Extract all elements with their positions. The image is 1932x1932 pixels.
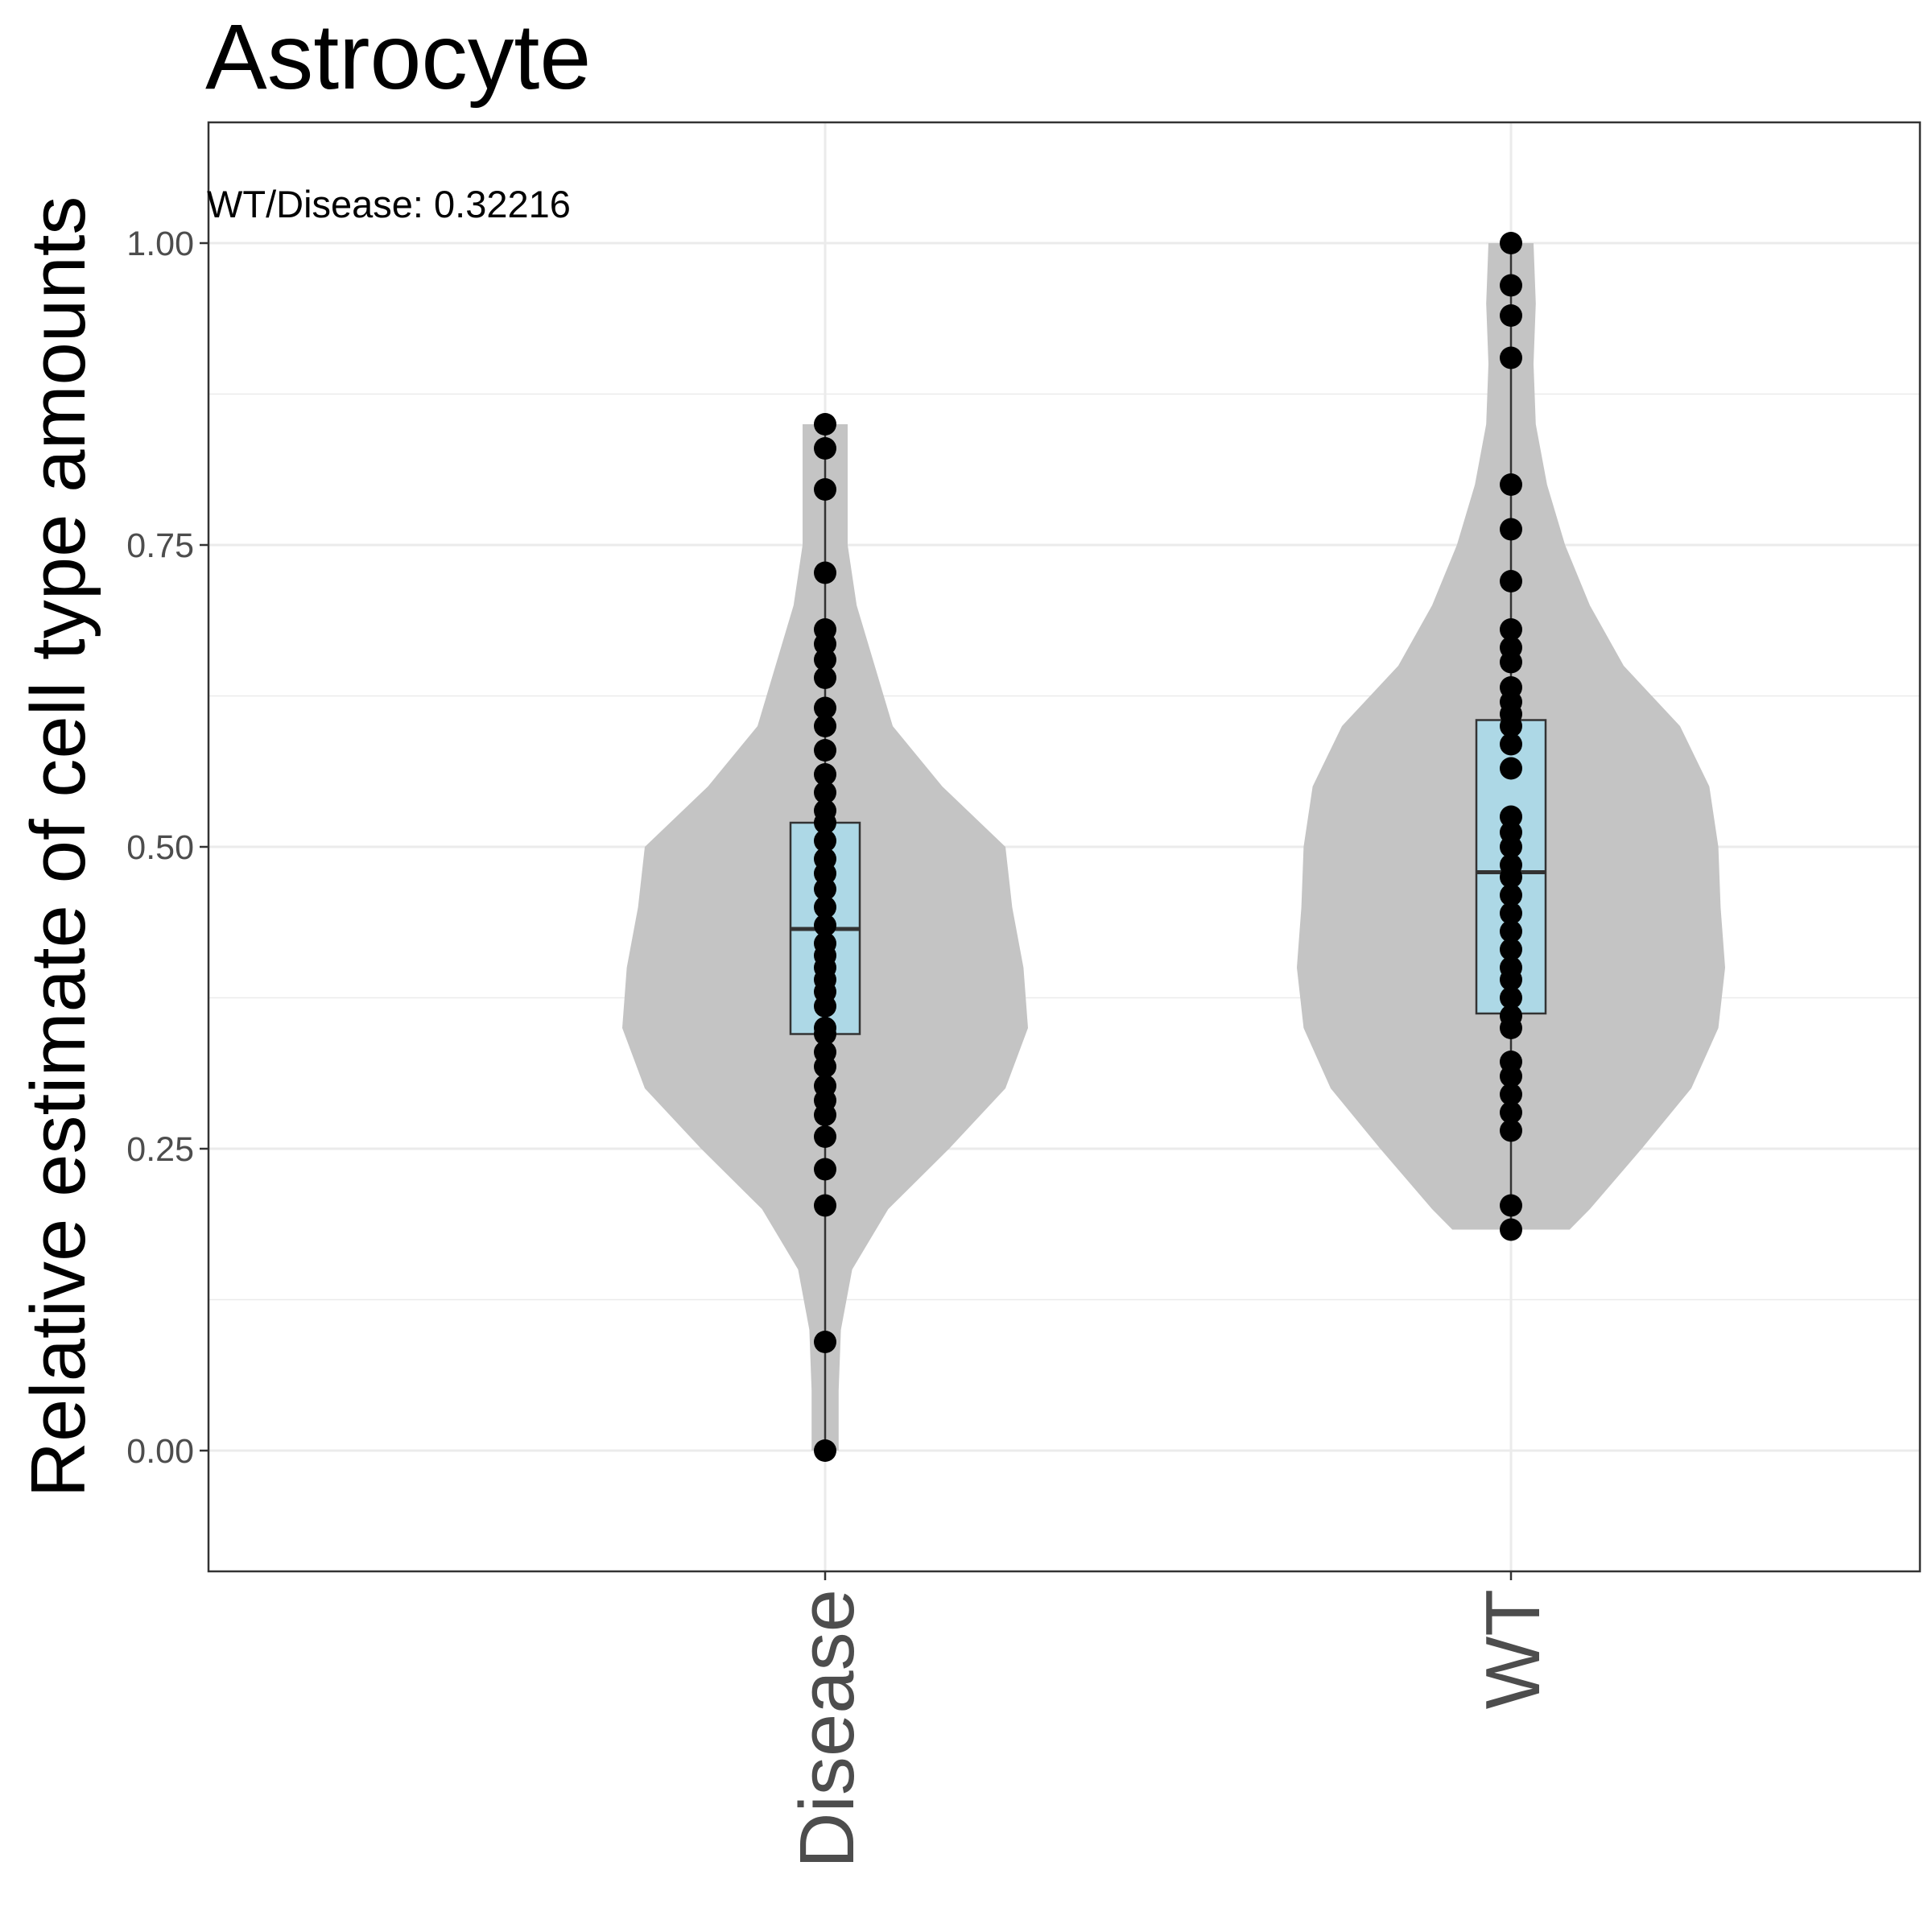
data-point bbox=[814, 1158, 836, 1181]
y-axis-ticks: 0.00 0.25 0.50 0.75 1.00 bbox=[126, 225, 208, 1471]
ratio-annotation: WT/Disease: 0.32216 bbox=[207, 183, 571, 225]
data-point bbox=[814, 715, 836, 737]
data-point bbox=[1500, 473, 1522, 496]
data-point bbox=[1500, 1051, 1522, 1073]
data-point bbox=[814, 618, 836, 641]
data-point bbox=[814, 478, 836, 501]
data-point bbox=[814, 799, 836, 822]
data-point bbox=[1500, 938, 1522, 961]
data-point bbox=[1500, 733, 1522, 756]
data-point bbox=[814, 1194, 836, 1217]
data-point bbox=[1500, 757, 1522, 780]
data-point bbox=[814, 648, 836, 671]
data-points bbox=[814, 232, 1522, 1462]
data-point bbox=[1500, 618, 1522, 641]
y-tick-label: 0.50 bbox=[126, 828, 194, 867]
data-point bbox=[814, 739, 836, 762]
data-point bbox=[1500, 902, 1522, 925]
data-point bbox=[1500, 1119, 1522, 1142]
data-point bbox=[814, 896, 836, 919]
data-point bbox=[1500, 570, 1522, 592]
data-point bbox=[1500, 304, 1522, 327]
data-point bbox=[814, 667, 836, 689]
data-point bbox=[1500, 920, 1522, 943]
data-point bbox=[814, 1041, 836, 1063]
data-point bbox=[1500, 805, 1522, 828]
data-point bbox=[1500, 1101, 1522, 1124]
data-point bbox=[1500, 518, 1522, 541]
data-point bbox=[814, 763, 836, 786]
data-point bbox=[1500, 1083, 1522, 1106]
data-point bbox=[1500, 636, 1522, 659]
data-point bbox=[814, 781, 836, 804]
y-tick-label: 0.00 bbox=[126, 1432, 194, 1471]
data-point bbox=[1500, 1005, 1522, 1027]
data-point bbox=[814, 1439, 836, 1462]
data-point bbox=[1500, 346, 1522, 369]
data-point bbox=[814, 914, 836, 937]
data-point bbox=[1500, 1194, 1522, 1217]
data-point bbox=[1500, 1218, 1522, 1241]
data-point bbox=[814, 932, 836, 955]
data-point bbox=[1500, 956, 1522, 979]
y-tick-label: 1.00 bbox=[126, 225, 194, 263]
y-tick-label: 0.75 bbox=[126, 526, 194, 565]
data-point bbox=[814, 848, 836, 870]
x-tick-label: WT bbox=[1470, 1589, 1556, 1709]
data-point bbox=[814, 1075, 836, 1097]
data-point bbox=[814, 829, 836, 852]
data-point bbox=[814, 413, 836, 436]
data-point bbox=[1500, 232, 1522, 254]
data-point bbox=[1500, 821, 1522, 844]
data-point bbox=[1500, 274, 1522, 297]
data-point bbox=[814, 1331, 836, 1353]
data-point bbox=[814, 696, 836, 720]
data-point bbox=[814, 877, 836, 901]
data-point bbox=[1500, 676, 1522, 699]
data-point bbox=[1500, 853, 1522, 877]
data-point bbox=[814, 1017, 836, 1039]
y-tick-label: 0.25 bbox=[126, 1130, 194, 1169]
data-point bbox=[814, 561, 836, 584]
y-axis-label: Relative estimate of cell type amounts bbox=[15, 196, 101, 1498]
data-point bbox=[814, 1125, 836, 1148]
data-point bbox=[1500, 884, 1522, 906]
x-tick-label: Disease bbox=[784, 1589, 870, 1868]
x-axis-ticks: Disease WT bbox=[784, 1571, 1556, 1868]
data-point bbox=[814, 437, 836, 460]
data-point bbox=[1500, 986, 1522, 1009]
chart-title: Astrocyte bbox=[205, 6, 591, 109]
